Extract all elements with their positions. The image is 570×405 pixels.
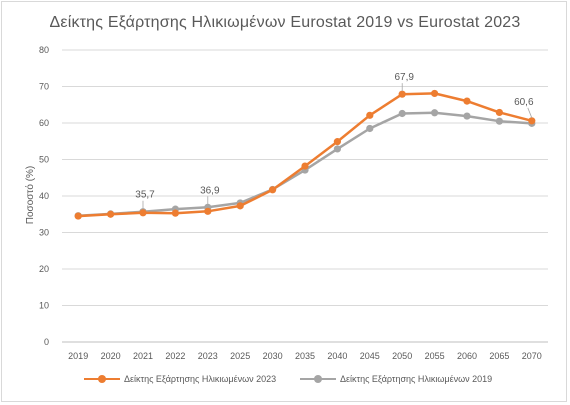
x-tick-label: 2025 [230, 351, 250, 361]
x-tick-label: 2055 [425, 351, 445, 361]
x-tick-label: 2050 [392, 351, 412, 361]
data-point-2023 [463, 97, 471, 105]
data-point-2023 [528, 117, 536, 125]
x-tick-label: 2060 [457, 351, 477, 361]
legend-swatch-2023 [84, 373, 120, 385]
data-label: 60,6 [514, 97, 534, 108]
gridlines [62, 49, 548, 343]
y-tick-label: 10 [39, 301, 49, 311]
data-label: 35,7 [135, 190, 155, 201]
legend-label-2023: Δείκτης Εξάρτησης Ηλικιωμένων 2023 [124, 374, 277, 384]
data-point-2019 [495, 117, 503, 125]
data-point-2019 [431, 109, 439, 117]
x-tick-label: 2020 [101, 351, 121, 361]
x-tick-label: 2019 [68, 351, 88, 361]
x-tick-label: 2070 [522, 351, 542, 361]
data-point-2019 [333, 145, 341, 153]
data-label-leader [527, 107, 533, 118]
x-tick-label: 2040 [327, 351, 347, 361]
legend: Δείκτης Εξάρτησης Ηλικιωμένων 2023 Δείκτ… [0, 370, 570, 388]
chart-title: Δείκτης Εξάρτησης Ηλικιωμένων Eurostat 2… [49, 14, 521, 31]
data-label: 36,9 [200, 185, 220, 196]
series-layer [74, 89, 536, 220]
x-tick-label: 2021 [133, 351, 153, 361]
y-tick-label: 20 [39, 264, 49, 274]
data-point-2019 [398, 109, 406, 118]
y-tick-label: 60 [39, 118, 49, 128]
data-point-2023 [107, 210, 115, 218]
data-point-2023 [204, 207, 212, 215]
data-point-2023 [236, 202, 244, 210]
y-tick-label: 70 [39, 82, 49, 92]
data-point-2023 [171, 209, 179, 217]
x-tick-label: 2035 [295, 351, 315, 361]
data-point-2023 [431, 89, 439, 98]
data-label: 67,9 [394, 72, 414, 83]
legend-swatch-2019 [300, 373, 336, 385]
data-point-2023 [301, 162, 309, 170]
data-point-2019 [463, 112, 471, 120]
y-tick-label: 80 [39, 45, 49, 55]
x-tick-label: 2022 [165, 351, 185, 361]
y-axis-title: Ποσοστό (%) [24, 166, 36, 225]
data-labels: 35,7 36,9 67,9 60,6 [135, 72, 534, 209]
data-point-2023 [333, 138, 341, 146]
data-point-2023 [398, 90, 406, 98]
data-point-2023 [495, 108, 503, 117]
data-point-2023 [269, 186, 277, 194]
legend-label-2019: Δείκτης Εξάρτησης Ηλικιωμένων 2019 [340, 374, 493, 384]
x-tick-label: 2023 [198, 351, 218, 361]
data-point-2023 [139, 209, 147, 217]
x-tick-label: 2065 [489, 351, 509, 361]
data-point-2023 [74, 212, 82, 220]
legend-item-2019: Δείκτης Εξάρτησης Ηλικιωμένων 2019 [300, 370, 492, 388]
x-tick-label: 2045 [360, 351, 380, 361]
legend-item-2023: Δείκτης Εξάρτησης Ηλικιωμένων 2023 [84, 370, 276, 388]
y-tick-label: 30 [39, 228, 49, 238]
x-tick-label: 2030 [263, 351, 283, 361]
y-tick-label: 40 [39, 191, 49, 201]
legend-marker-2023 [98, 375, 106, 383]
data-point-2023 [366, 111, 374, 119]
legend-marker-2019 [314, 375, 322, 383]
y-tick-label: 50 [39, 155, 49, 165]
y-tick-label: 0 [44, 337, 49, 347]
data-point-2019 [366, 124, 374, 133]
